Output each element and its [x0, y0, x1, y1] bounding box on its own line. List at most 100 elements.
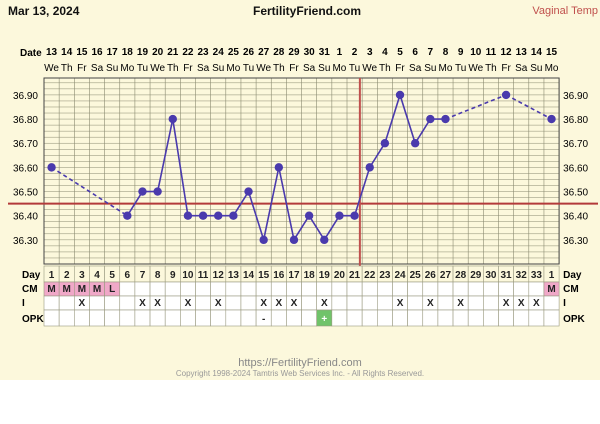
weekday-label: Fr [289, 63, 299, 74]
weekday-label: We [150, 63, 165, 74]
date-label: 14 [61, 47, 73, 58]
cm-cell-box [255, 281, 272, 297]
intercourse-cell-box [164, 295, 181, 311]
opk-cell-box [104, 309, 121, 327]
cycle-day: 20 [334, 270, 346, 281]
cm-cell-box [134, 281, 151, 297]
cycle-day: 12 [213, 270, 225, 281]
weekday-label: Fr [77, 63, 87, 74]
y-tick-label-left: 36.90 [13, 91, 38, 102]
weekday-label: Mo [226, 63, 240, 74]
date-row-label: Date [20, 48, 42, 59]
weekday-label: Th [167, 63, 179, 74]
cycle-day: 18 [304, 270, 316, 281]
y-tick-label-right: 36.40 [563, 212, 588, 223]
date-label: 8 [443, 47, 449, 58]
intercourse-cell: X [291, 298, 298, 309]
temperature-point [547, 114, 556, 124]
cycle-day: 1 [49, 270, 55, 281]
intercourse-cell-box [195, 295, 211, 311]
row-label-left: CM [22, 284, 38, 295]
opk-cell-box [361, 309, 378, 327]
intercourse-cell-box [407, 295, 424, 311]
weekday-label: Tu [137, 63, 148, 74]
opk-cell-box [513, 309, 530, 327]
cm-cell: L [109, 284, 115, 295]
cm-cell: M [78, 284, 86, 295]
y-tick-label-left: 36.30 [13, 236, 38, 247]
temperature-point [380, 139, 390, 148]
date-label: 5 [397, 47, 403, 58]
opk-cell-box [58, 309, 75, 327]
date-label: 18 [122, 47, 134, 58]
cycle-day: 16 [273, 270, 285, 281]
temperature-point [244, 187, 253, 196]
cm-cell-box [164, 281, 181, 297]
opk-cell-box [346, 309, 363, 327]
cycle-day: 6 [125, 270, 131, 281]
temperature-point [320, 235, 329, 245]
date-label: 7 [428, 47, 434, 58]
cycle-day: 31 [501, 270, 513, 281]
cm-cell: M [93, 284, 101, 295]
temperature-point [259, 235, 268, 245]
row-label-left: I [22, 298, 25, 309]
weekday-label: Th [485, 63, 497, 74]
intercourse-cell: X [154, 298, 161, 309]
weekday-label: Su [212, 63, 224, 74]
temperature-point [304, 211, 314, 220]
cycle-day: 5 [109, 270, 115, 281]
opk-cell-box [392, 309, 408, 327]
temperature-point [214, 211, 223, 220]
weekday-label: Fr [501, 63, 511, 74]
cm-cell-box [180, 281, 196, 297]
intercourse-cell-box [483, 295, 499, 311]
date-label: 15 [76, 47, 88, 58]
temperature-point [47, 163, 56, 172]
date-label: 17 [107, 47, 119, 58]
row-label-left: Day [22, 270, 41, 281]
intercourse-cell-box [225, 295, 242, 311]
temperature-segment [353, 167, 371, 216]
site-title: FertilityFriend.com [253, 4, 362, 18]
temperature-point [426, 114, 435, 124]
opk-cell-box [407, 309, 424, 327]
cm-cell-box [119, 281, 136, 297]
opk-cell-box [180, 309, 196, 327]
intercourse-cell-box [346, 295, 363, 311]
cycle-day: 23 [379, 270, 391, 281]
intercourse-cell: X [215, 298, 222, 309]
opk-cell-box [331, 309, 348, 327]
cm-cell-box [467, 281, 484, 297]
weekday-label: Th [273, 63, 285, 74]
cycle-day: 1 [549, 270, 555, 281]
date-label: 12 [501, 47, 513, 58]
date-label: 20 [152, 47, 164, 58]
temperature-segment [247, 191, 265, 241]
date-label: 10 [470, 47, 482, 58]
cm-cell-box [407, 281, 424, 297]
opk-cell-box [483, 309, 499, 327]
date-label: 24 [213, 47, 225, 58]
cycle-day: 14 [243, 270, 255, 281]
weekday-label: Tu [455, 63, 466, 74]
date-label: 30 [304, 47, 316, 58]
temperature-segment [232, 191, 250, 217]
y-tick-label-right: 36.30 [563, 236, 588, 247]
weekday-label: Tu [243, 63, 254, 74]
cycle-day: 21 [349, 270, 361, 281]
opk-cell-box [43, 309, 60, 327]
y-tick-label-left: 36.80 [13, 115, 38, 126]
date-label: 2 [352, 47, 358, 58]
weekday-label: Su [318, 63, 330, 74]
row-label-right: OPK [563, 314, 585, 325]
temperature-segment [126, 191, 144, 217]
temperature-point [153, 187, 162, 196]
weekday-label: Su [424, 63, 436, 74]
cm-cell-box [149, 281, 166, 297]
cm-cell-box [422, 281, 439, 297]
cycle-day: 19 [319, 270, 331, 281]
row-label-right: CM [563, 284, 579, 295]
temperature-segment [156, 118, 174, 192]
